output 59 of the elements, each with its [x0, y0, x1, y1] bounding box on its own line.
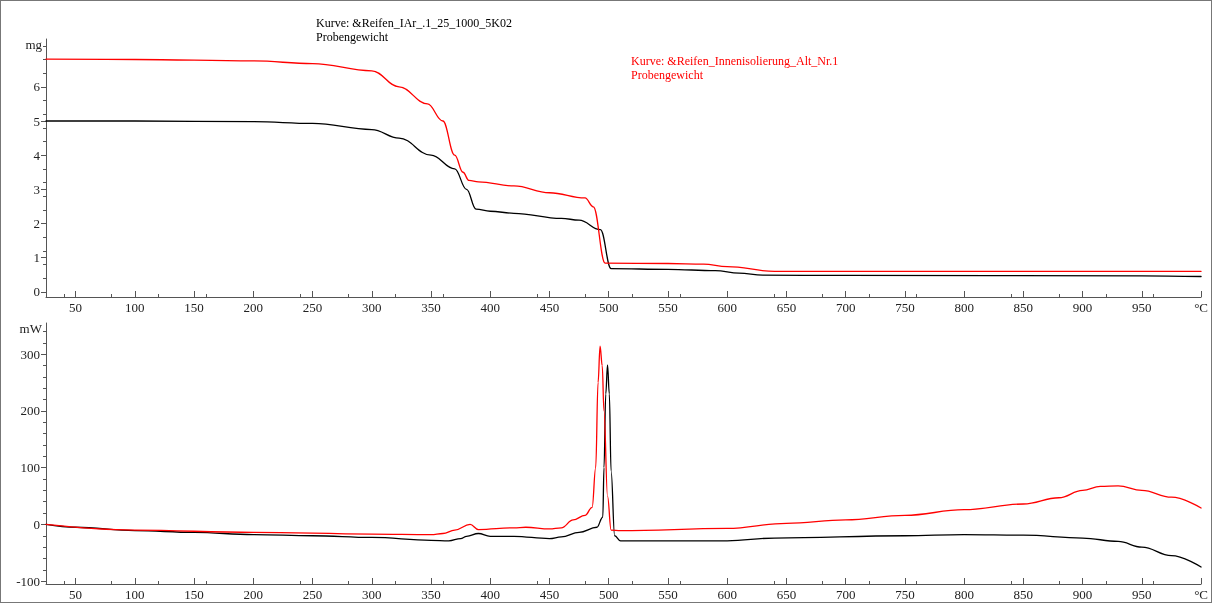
y-axis-title: mW [19, 321, 43, 336]
x-tick-label: °C [1194, 587, 1208, 602]
y-axis-title: mg [25, 37, 43, 52]
x-tick-label: 300 [362, 300, 382, 315]
x-tick-label: 250 [302, 300, 323, 315]
x-tick-label: 600 [717, 587, 737, 602]
x-tick-label: 600 [717, 300, 737, 315]
y-tick-label: 6 [33, 79, 41, 95]
x-tick-label: 250 [302, 587, 323, 602]
x-tick-label: 750 [895, 300, 915, 315]
x-tick-label: 150 [184, 587, 204, 602]
line-series [45, 345, 1202, 536]
text: Kurve: &Reifen_Innenisolierung_Alt_Nr.1 Probengewicht [631, 54, 839, 82]
x-tick-label: 850 [1013, 587, 1034, 602]
x-tick-label: 400 [480, 300, 501, 315]
x-tick-label: 950 [1132, 300, 1152, 315]
x-tick-label: 650 [776, 300, 797, 315]
x-tick-label: 750 [895, 587, 915, 602]
x-tick-label: °C [1194, 300, 1208, 315]
y-tick-label: 0 [33, 516, 40, 532]
x-tick-label: 950 [1132, 587, 1152, 602]
line-series [45, 58, 1202, 273]
y-tick-label: 200 [20, 403, 40, 419]
x-tick-label: 700 [835, 300, 856, 315]
x-tick-label: 850 [1013, 300, 1034, 315]
x-tick-label: 200 [243, 587, 264, 602]
x-tick-label: 350 [421, 587, 441, 602]
y-tick-label: 1 [33, 250, 40, 266]
x-tick-label: 550 [658, 587, 678, 602]
line-series [45, 120, 1202, 278]
y-tick-label: -100 [16, 573, 40, 589]
x-tick-label: 100 [125, 587, 145, 602]
x-tick-label: 200 [243, 300, 264, 315]
x-tick-label: 500 [598, 587, 619, 602]
x-tick-label: 500 [598, 300, 619, 315]
y-tick-label: 3 [33, 181, 40, 197]
x-tick-label: 550 [658, 300, 678, 315]
y-tick-label: 5 [33, 113, 40, 129]
y-tick-label: 4 [33, 147, 41, 163]
x-tick-label: 50 [69, 300, 83, 315]
x-tick-label: 650 [776, 587, 797, 602]
x-tick-label: 50 [69, 587, 83, 602]
x-tick-label: 450 [539, 300, 560, 315]
x-tick-label: 350 [421, 300, 441, 315]
y-tick-label: 300 [20, 346, 40, 362]
y-tick-label: 100 [20, 460, 40, 476]
x-tick-label: 800 [954, 587, 974, 602]
x-tick-label: 700 [835, 587, 856, 602]
y-tick-label: 0 [33, 284, 40, 300]
x-tick-label: 450 [539, 587, 560, 602]
y-tick-label: 2 [33, 216, 40, 232]
x-tick-label: 400 [480, 587, 501, 602]
text: Kurve: &Reifen_IAr_.1_25_1000_5K02 Probengewicht [316, 16, 512, 44]
x-tick-label: 900 [1072, 587, 1093, 602]
x-tick-label: 300 [362, 587, 382, 602]
x-tick-label: 900 [1072, 300, 1093, 315]
x-tick-label: 150 [184, 300, 204, 315]
x-tick-label: 800 [954, 300, 974, 315]
x-tick-label: 100 [125, 300, 145, 315]
